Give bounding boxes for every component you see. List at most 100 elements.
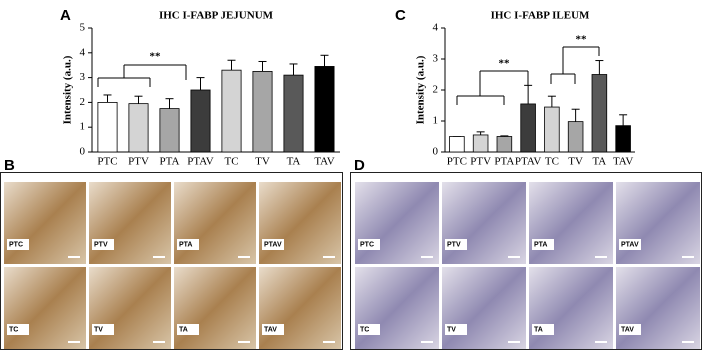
bar — [97, 102, 118, 153]
micrograph-image — [259, 267, 341, 349]
micrograph-label-box — [262, 324, 284, 335]
scale-bar — [421, 256, 433, 258]
micrograph-image — [4, 267, 86, 349]
y-tick-label: 0 — [80, 146, 86, 158]
micrograph-label: TA — [534, 326, 543, 333]
scale-bar — [682, 256, 694, 258]
scale-bar — [508, 256, 520, 258]
chart-title: IHC I-FABP ILEUM — [491, 10, 590, 22]
micrograph-label-box — [7, 239, 29, 250]
y-tick-label: 4 — [433, 22, 439, 34]
significance-label: ** — [576, 34, 588, 46]
y-tick-label: 2 — [433, 84, 439, 96]
y-tick-label: 3 — [433, 53, 439, 65]
micrograph-image — [442, 182, 526, 264]
micrograph-image — [616, 182, 700, 264]
micrograph-label-box — [445, 239, 467, 250]
x-tick-label: TC — [545, 156, 559, 168]
bar — [496, 136, 513, 153]
micrograph-label-box — [358, 239, 380, 250]
micrograph-image — [259, 182, 341, 264]
micrograph-label-box — [177, 239, 199, 250]
x-tick-label: PTV — [128, 156, 149, 168]
micrograph-image — [442, 267, 526, 349]
chart-title: IHC I-FABP JEJUNUM — [159, 10, 274, 22]
micrograph-label-box — [262, 239, 284, 250]
micrograph-label-box — [7, 324, 29, 335]
micrograph-label: PTAV — [621, 241, 639, 248]
x-tick-label: TA — [592, 156, 606, 168]
micrograph-label-box — [358, 324, 380, 335]
y-tick-label: 1 — [433, 115, 439, 127]
x-tick-label: PTA — [160, 156, 180, 168]
bar — [591, 74, 608, 153]
micrograph-label: PTA — [534, 241, 547, 248]
micrograph-label-box — [619, 239, 641, 250]
bar — [615, 125, 631, 153]
micrograph-image — [529, 267, 613, 349]
bar — [159, 108, 180, 153]
scale-bar — [682, 341, 694, 343]
bar — [252, 71, 273, 153]
x-tick-label: PTA — [494, 156, 514, 168]
micrograph-label-box — [177, 324, 199, 335]
scale-bar — [323, 341, 335, 343]
bar — [520, 103, 536, 153]
scale-bar — [595, 256, 607, 258]
scale-bar — [508, 341, 520, 343]
panel-label: B — [4, 157, 15, 174]
scale-bar — [153, 256, 165, 258]
micrograph-label: TC — [9, 326, 18, 333]
scale-bar — [238, 256, 250, 258]
y-tick-label: 5 — [80, 22, 86, 34]
x-tick-label: PTC — [97, 156, 117, 168]
micrograph-image — [355, 267, 439, 349]
scale-bar — [323, 256, 335, 258]
y-axis-label: Intensity (a.u.) — [62, 55, 74, 124]
panel-label: D — [354, 157, 365, 174]
significance-label: ** — [499, 58, 511, 70]
x-tick-label: PTC — [447, 156, 467, 168]
x-tick-label: PTV — [470, 156, 491, 168]
scale-bar — [238, 341, 250, 343]
x-tick-label: TAV — [314, 156, 334, 168]
bar — [567, 121, 584, 153]
bar — [190, 89, 211, 153]
micrograph-image — [89, 267, 171, 349]
x-tick-label: TC — [224, 156, 238, 168]
x-tick-label: TAV — [613, 156, 633, 168]
micrograph-label: PTA — [179, 241, 192, 248]
scale-bar — [68, 256, 80, 258]
bar — [449, 136, 465, 153]
micrograph-image — [355, 182, 439, 264]
micrograph-label-box — [532, 239, 554, 250]
bar — [472, 134, 489, 153]
bar — [221, 69, 242, 153]
bar — [128, 103, 149, 153]
micrograph-label: PTV — [94, 241, 108, 248]
scale-bar — [153, 341, 165, 343]
micrograph-label: TA — [179, 326, 188, 333]
scale-bar — [421, 341, 433, 343]
micrograph-image — [89, 182, 171, 264]
micrograph-image — [4, 182, 86, 264]
x-tick-label: TV — [568, 156, 583, 168]
micrograph-label-box — [619, 324, 641, 335]
panel-label: C — [395, 7, 406, 24]
micrograph-label: TV — [94, 326, 103, 333]
x-tick-label: PTAV — [187, 156, 213, 168]
y-tick-label: 0 — [433, 146, 439, 158]
bar — [314, 66, 335, 153]
micrograph-image — [529, 182, 613, 264]
scale-bar — [595, 341, 607, 343]
significance-label: ** — [150, 51, 162, 63]
micrograph-label-box — [532, 324, 554, 335]
micrograph-image — [616, 267, 700, 349]
y-axis-label: Intensity (a.u.) — [415, 55, 427, 124]
micrograph-label: PTAV — [264, 241, 282, 248]
micrograph-label-box — [92, 324, 114, 335]
y-tick-label: 3 — [80, 71, 86, 83]
x-tick-label: TA — [287, 156, 301, 168]
micrograph-label: PTC — [9, 241, 23, 248]
